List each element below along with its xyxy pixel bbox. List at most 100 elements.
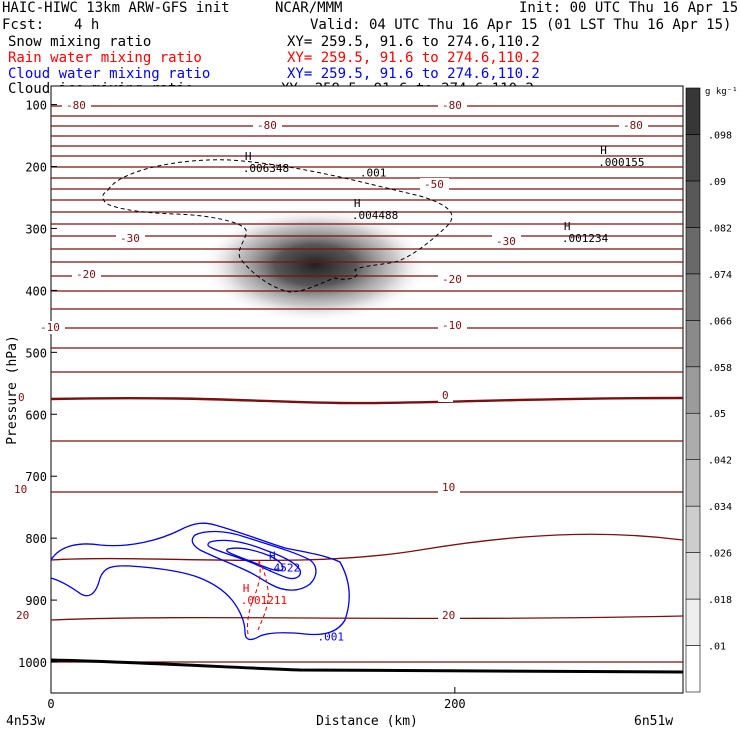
colorbar-level-label: .098 (708, 130, 732, 141)
colorbar-level-label: .042 (708, 456, 732, 467)
y-tick-label: 400 (25, 284, 47, 298)
maximum-marker: H (269, 549, 276, 562)
colorbar-cell (685, 366, 701, 414)
y-tick-label: 700 (25, 470, 47, 484)
isotherm-label: -20 (76, 268, 96, 281)
isotherm-label-bg (420, 178, 449, 191)
isotherm-label-bg (116, 232, 145, 245)
colorbar-level-label: .09 (708, 177, 726, 188)
y-tick-label: 500 (25, 346, 47, 360)
y-tick-label: 800 (25, 532, 47, 546)
ice-contour-line (102, 159, 453, 293)
colorbar: .01 .018 .026 .034 .042 .05 .058 .066 .074 .082 .0… (685, 87, 732, 693)
colorbar-cell (685, 459, 701, 507)
isotherm-label-bg (253, 119, 282, 132)
right-endpoint: 6n51w (634, 714, 673, 729)
cloud-water-contour-line (226, 547, 284, 572)
maximum-marker: H (243, 582, 250, 595)
colorbar-cell (685, 227, 701, 275)
colorbar-level-label: .018 (708, 595, 732, 606)
y-tick-label: 600 (25, 408, 47, 422)
y-tick-label: 1000 (18, 656, 47, 670)
init-time: Init: 00 UTC Thu 16 Apr 15 (519, 0, 739, 16)
maximum-value: .000155 (598, 156, 644, 169)
cloud-water-contour-line (207, 539, 302, 580)
isotherm-label: -80 (623, 119, 643, 132)
chart-title: HAIC-HIWC 13km ARW-GFS init (2, 0, 230, 16)
colorbar-level-label: .026 (708, 549, 732, 560)
maximum-value: .004488 (352, 209, 398, 222)
field-xy-snow: XY= 259.5, 91.6 to 274.6,110.2 (287, 34, 540, 50)
colorbar-cell (685, 320, 701, 368)
isotherm-label-bg (438, 319, 467, 332)
rain-water-contour (247, 559, 269, 635)
y-tick-label: 300 (25, 222, 47, 236)
isotherm-label: 20 (442, 609, 455, 622)
isotherm-label: -80 (66, 99, 86, 112)
cloud-ice-contour (102, 159, 453, 293)
colorbar-cell (685, 87, 701, 135)
cloud-water-contour-line (50, 522, 350, 641)
org-label: NCAR/MMM (275, 0, 343, 16)
terrain-surface (50, 658, 684, 674)
colorbar-level-label: .01 (708, 642, 726, 653)
maxima-labels: H.006348H.004488H.000155H.001234H.4522H.… (241, 144, 645, 643)
maximum-marker: H (354, 197, 361, 210)
isotherm-label: -30 (496, 235, 516, 248)
y-tick-label: 200 (25, 161, 47, 175)
colorbar-cell (685, 505, 701, 553)
isotherm-label-bg (62, 99, 91, 112)
maximum-value: .001211 (241, 594, 287, 607)
isotherm-label: 0 (18, 391, 25, 404)
isotherm-label: 0 (442, 389, 449, 402)
maximum-marker: H (564, 220, 571, 233)
isotherm-line (50, 533, 684, 562)
colorbar-cell (685, 273, 701, 321)
cloud-water-contours (50, 522, 350, 641)
valid-time: Valid: 04 UTC Thu 16 Apr 15 (01 LST Thu … (310, 17, 732, 33)
isotherm-label-bg (438, 273, 467, 286)
isotherm-label-bg (438, 389, 453, 402)
colorbar-level-label: .066 (708, 316, 732, 327)
colorbar-cell (685, 134, 701, 182)
colorbar-level-label: .082 (708, 223, 732, 234)
colorbar-level-label: .058 (708, 363, 732, 374)
x-tick-label: 200 (444, 697, 466, 711)
forecast-value: 4 h (74, 17, 100, 33)
isotherm-label: -30 (120, 232, 140, 245)
colorbar-level-label: .074 (708, 270, 732, 281)
isotherm-label: -50 (424, 178, 444, 191)
isotherm-label-bg (438, 481, 460, 494)
field-xy-cloud-water: XY= 259.5, 91.6 to 274.6,110.2 (287, 66, 540, 82)
field-name-snow: Snow mixing ratio (8, 34, 152, 50)
rain-contour-line (247, 559, 269, 635)
isotherm-label: -20 (442, 273, 462, 286)
x-axis-label: Distance (km) (316, 714, 418, 729)
isotherm-label-bg (619, 119, 648, 132)
isotherm-label-bg (36, 321, 65, 334)
colorbar-cell (685, 598, 701, 646)
maximum-marker: H (245, 150, 252, 163)
plot-frame (50, 85, 684, 694)
field-xy-rain: XY= 259.5, 91.6 to 274.6,110.2 (287, 50, 540, 66)
y-axis-label: Pressure (hPa) (5, 335, 20, 445)
colorbar-cell (685, 180, 701, 228)
field-name-cloud-water: Cloud water mixing ratio (8, 66, 211, 82)
x-tick-label: 0 (47, 697, 54, 711)
contour-value-label: .001 (318, 630, 345, 643)
isotherm-label: 20 (16, 609, 29, 622)
isotherm-label-bg (72, 268, 101, 281)
isotherm-label: -80 (257, 119, 277, 132)
colorbar-level-label: .05 (708, 409, 726, 420)
x-axis-ticks: 0 200 (47, 687, 466, 711)
contour-value-label: .001 (360, 166, 387, 179)
isotherm-label: 10 (14, 483, 27, 496)
isotherm-label-bg (14, 391, 29, 404)
cloud-water-contour-line (191, 530, 317, 591)
y-tick-label: 900 (25, 594, 47, 608)
isotherm-label: -80 (442, 99, 462, 112)
maximum-value: .006348 (243, 162, 289, 175)
colorbar-cell (685, 552, 701, 600)
isotherm-label-bg (10, 483, 32, 496)
